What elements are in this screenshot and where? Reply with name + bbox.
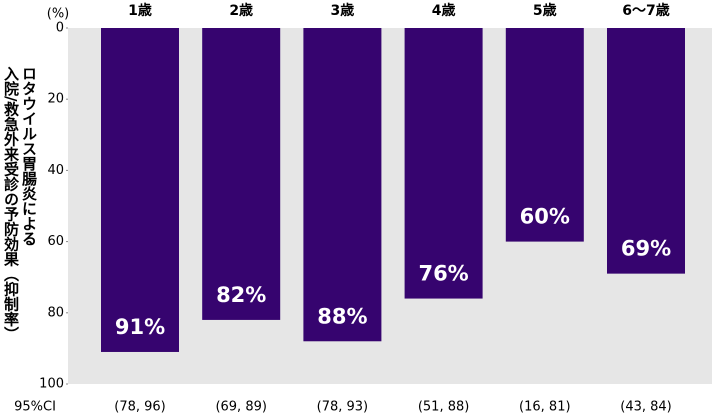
value-label: 69% xyxy=(621,237,671,261)
y-unit: (%) xyxy=(47,7,70,22)
bar xyxy=(505,28,584,242)
y-tick-label: 20 xyxy=(47,92,64,107)
x-tick-label: 5歳 xyxy=(533,2,557,19)
y-tick-label: 100 xyxy=(39,377,64,392)
x-tick-label: 2歳 xyxy=(229,2,253,19)
y-tick-label: 0 xyxy=(56,21,64,36)
value-label: 60% xyxy=(520,205,570,229)
x-tick-label: 3歳 xyxy=(331,2,355,19)
bar xyxy=(101,28,179,352)
ci-label: (43, 84) xyxy=(620,400,672,415)
bar xyxy=(607,28,685,274)
y-tick-label: 60 xyxy=(47,234,64,249)
x-tick-label: 4歳 xyxy=(432,2,456,19)
value-label: 91% xyxy=(115,315,165,339)
y-axis-label-line: ロタウイルス胃腸炎による xyxy=(20,66,38,246)
bar xyxy=(303,28,382,342)
ci-label: (51, 88) xyxy=(418,400,470,415)
x-tick-label: 1歳 xyxy=(128,2,152,19)
bar xyxy=(202,28,281,320)
y-axis-label-line: 入院/救急外来受診の予防効果（抑制率） xyxy=(2,66,20,342)
value-label: 82% xyxy=(216,283,266,307)
value-label: 76% xyxy=(418,262,468,286)
ci-label: (78, 93) xyxy=(317,400,369,415)
y-axis-label: ロタウイルス胃腸炎による 入院/救急外来受診の予防効果（抑制率） xyxy=(2,66,38,341)
ci-title: 95%CI xyxy=(14,400,56,415)
y-tick-label: 80 xyxy=(47,305,64,320)
ci-label: (78, 96) xyxy=(114,400,166,415)
x-tick-label: 6〜7歳 xyxy=(622,2,669,19)
ci-label: (69, 89) xyxy=(215,400,267,415)
ci-label: (16, 81) xyxy=(519,400,571,415)
value-label: 88% xyxy=(317,304,367,328)
bar xyxy=(404,28,483,299)
y-tick-label: 40 xyxy=(47,163,64,178)
